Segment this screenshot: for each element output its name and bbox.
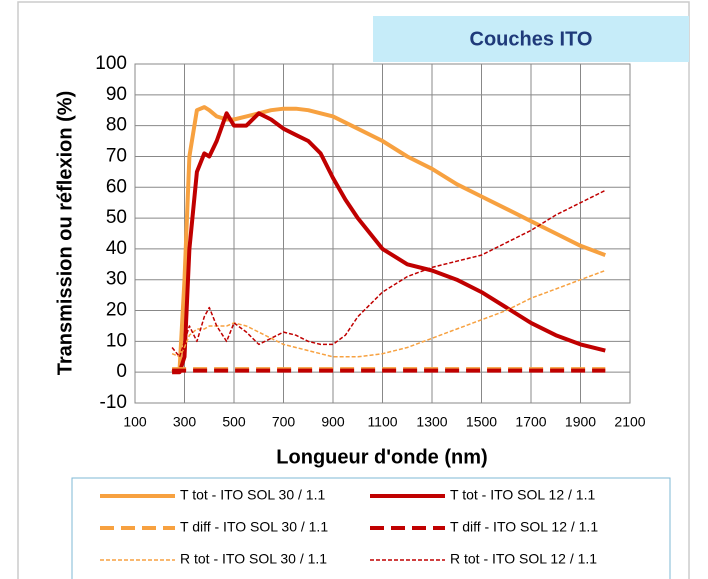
plot-border <box>134 63 631 404</box>
legend-label: T diff - ITO SOL 12 / 1.1 <box>450 519 598 535</box>
y-tick-label: -10 <box>100 392 127 413</box>
legend-label: R tot - ITO SOL 12 / 1.1 <box>450 551 597 567</box>
series-line <box>172 111 606 375</box>
y-tick-label: 10 <box>106 330 127 351</box>
y-tick-label: 50 <box>106 207 127 228</box>
series-line <box>171 269 606 358</box>
x-tick-label: 300 <box>173 414 197 430</box>
x-tick-label: 700 <box>272 414 296 430</box>
y-tick-label: 90 <box>106 84 127 105</box>
title-box <box>373 16 689 62</box>
chart-title: Couches ITO <box>470 28 593 50</box>
y-tick-label: 100 <box>95 53 127 74</box>
x-tick-label: 100 <box>123 414 147 430</box>
legend-label: T diff - ITO SOL 30 / 1.1 <box>180 519 328 535</box>
y-tick-label: 0 <box>116 361 127 382</box>
x-tick-label: 2100 <box>614 414 645 430</box>
legend-label: T tot - ITO SOL 30 / 1.1 <box>180 487 325 503</box>
x-tick-label: 1700 <box>515 414 546 430</box>
x-tick-label: 900 <box>321 414 345 430</box>
series-line <box>171 105 607 375</box>
y-tick-label: 80 <box>106 115 127 136</box>
x-tick-label: 500 <box>222 414 246 430</box>
y-tick-label: 20 <box>106 300 127 321</box>
x-tick-label: 1500 <box>466 414 497 430</box>
series-line <box>171 189 606 358</box>
y-tick-label: 60 <box>106 176 127 197</box>
legend-label: T tot - ITO SOL 12 / 1.1 <box>450 487 595 503</box>
legend-label: R tot - ITO SOL 30 / 1.1 <box>180 551 327 567</box>
y-axis-title: Transmission ou réflexion (%) <box>54 91 76 376</box>
x-axis-title: Longueur d'onde (nm) <box>276 446 487 468</box>
y-tick-label: 70 <box>106 145 127 166</box>
x-tick-label: 1300 <box>416 414 447 430</box>
x-tick-label: 1100 <box>367 414 397 430</box>
y-tick-label: 30 <box>106 269 127 290</box>
y-tick-label: 40 <box>106 238 127 259</box>
x-tick-label: 1900 <box>565 414 596 430</box>
